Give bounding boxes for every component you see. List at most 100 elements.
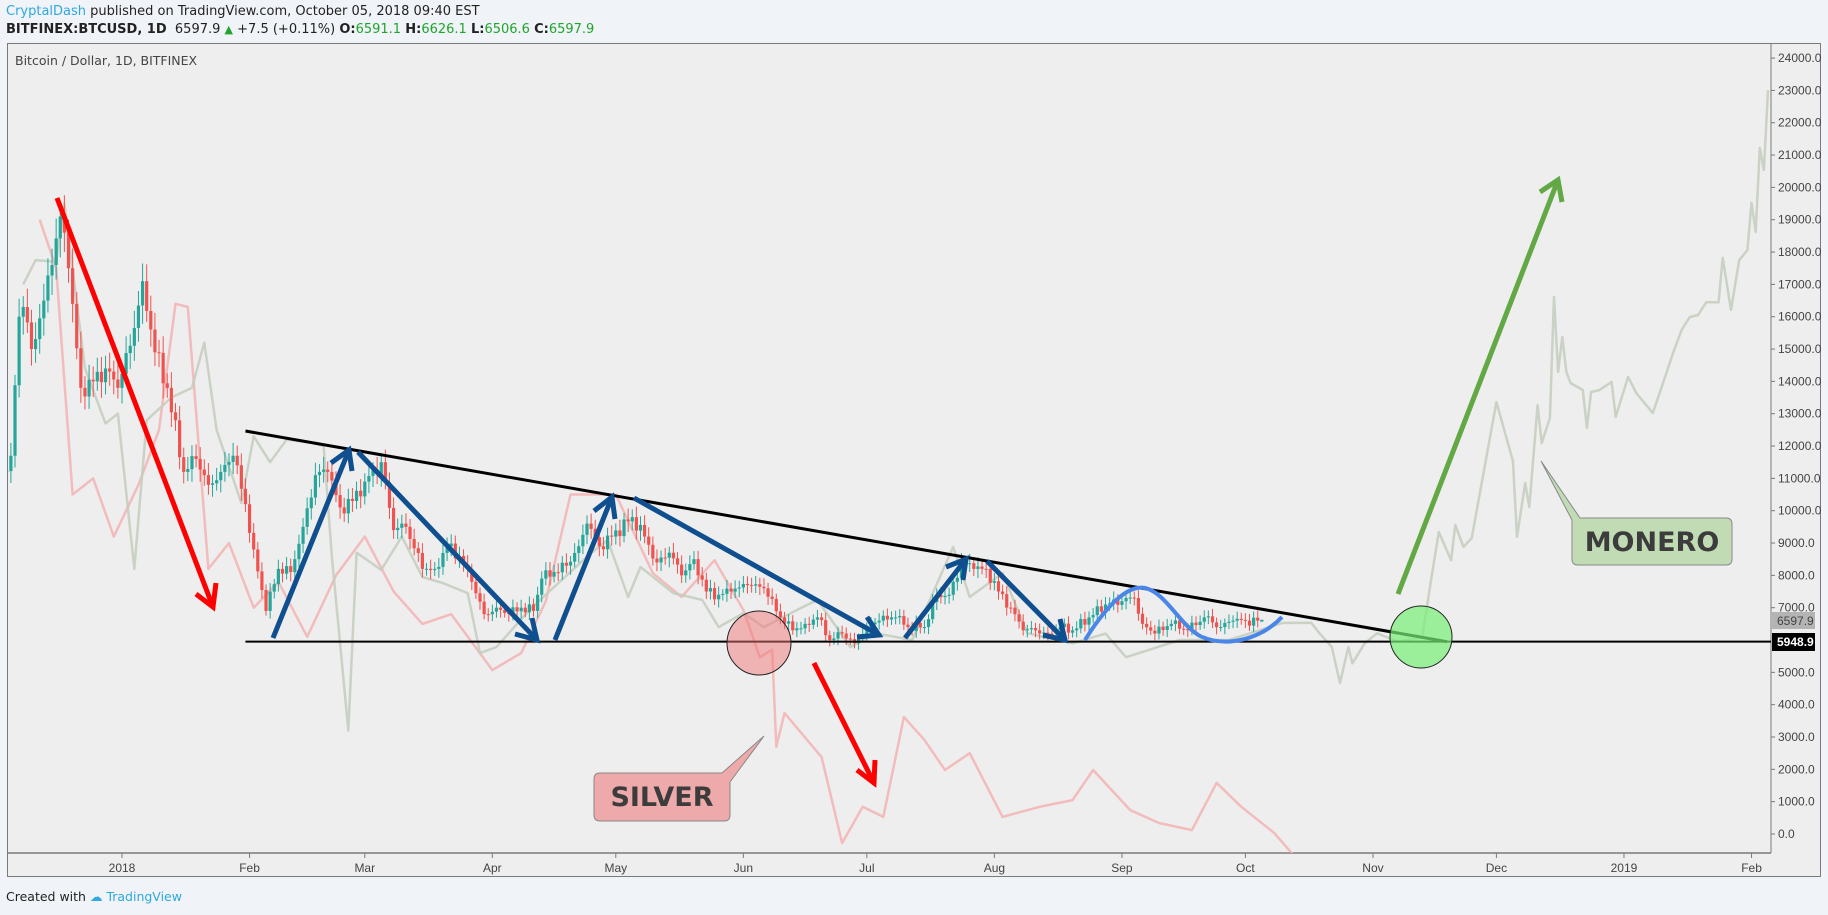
btc-candles xyxy=(8,195,1264,650)
candle-body xyxy=(285,566,289,574)
candle-body xyxy=(301,526,305,544)
candle-body xyxy=(1066,623,1071,633)
candle-body xyxy=(293,559,297,573)
y-tick-label: 16000.0 xyxy=(1778,310,1822,324)
candle-body xyxy=(1206,616,1210,618)
candle-body xyxy=(1198,621,1202,626)
candle-body xyxy=(264,589,268,611)
author-link[interactable]: CryptalDash xyxy=(6,4,87,19)
candle-body xyxy=(120,373,124,388)
candle-body xyxy=(1177,620,1182,629)
candle-body xyxy=(688,564,692,571)
candle-body xyxy=(33,339,38,350)
candle-body xyxy=(1145,623,1149,628)
candle-body xyxy=(1033,628,1038,631)
high-label: H: xyxy=(405,22,422,37)
candle-body xyxy=(556,572,560,574)
candle-body xyxy=(13,385,17,456)
candle-body xyxy=(1182,628,1186,630)
candle-body xyxy=(717,594,721,600)
candle-body xyxy=(116,379,120,388)
candle-body xyxy=(906,624,910,628)
y-tick-label: 1000.0 xyxy=(1778,795,1815,809)
candle-body xyxy=(1202,617,1206,622)
candle-body xyxy=(429,568,433,571)
price-tags: 6597.9 5948.9 xyxy=(1772,612,1815,651)
candle-body xyxy=(898,616,902,618)
candle-body xyxy=(943,595,947,598)
candle-body xyxy=(54,238,58,265)
x-tick-label: Aug xyxy=(984,861,1005,875)
y-axis[interactable]: 24000.0 23000.0 22000.0 21000.0 20000.0 19000… xyxy=(1771,51,1822,841)
candle-body xyxy=(1124,597,1128,602)
tradingview-link[interactable]: TradingView xyxy=(106,889,182,904)
candle-body xyxy=(536,594,540,611)
candle-body xyxy=(1079,618,1083,629)
green-up-arrow xyxy=(1395,175,1565,595)
candle-body xyxy=(996,581,1001,592)
candle-body xyxy=(782,617,787,624)
x-axis[interactable]: 2018 Feb Mar Apr May Jun Jul Aug Sep Oct Nov Dec 201… xyxy=(109,853,1763,875)
candle-body xyxy=(1161,626,1165,631)
candle-body xyxy=(182,457,186,472)
candle-body xyxy=(322,469,326,472)
candle-body xyxy=(1235,618,1239,621)
tradingview-logo-icon: ☁ xyxy=(89,889,103,904)
candle-body xyxy=(721,593,725,595)
candle-body xyxy=(416,548,420,554)
candle-body xyxy=(157,352,161,354)
candle-body xyxy=(112,371,116,380)
candle-body xyxy=(605,535,610,550)
candle-body xyxy=(564,562,569,566)
candle-body xyxy=(696,559,700,576)
candle-body xyxy=(309,497,313,509)
candle-body xyxy=(885,615,889,620)
price-change: +7.5 (+0.11%) xyxy=(237,22,336,37)
candle-body xyxy=(795,628,799,631)
candle-body xyxy=(630,517,634,522)
triangle-up-icon: ▲ xyxy=(224,23,234,36)
candle-body xyxy=(210,483,215,485)
candle-body xyxy=(326,469,330,472)
x-tick-label: Sep xyxy=(1111,861,1133,875)
candle-body xyxy=(272,584,276,592)
symbol-name: BITFINEX:BTCUSD, 1D xyxy=(6,22,167,37)
candle-body xyxy=(589,523,593,529)
publish-text: published on TradingView.com, October 05… xyxy=(90,4,480,19)
candle-body xyxy=(680,564,684,576)
candle-body xyxy=(655,558,659,563)
candle-body xyxy=(404,523,408,527)
candle-body xyxy=(758,584,762,587)
candle-body xyxy=(145,281,149,311)
candle-body xyxy=(671,552,676,559)
candle-body xyxy=(1038,630,1042,634)
candle-body xyxy=(136,305,141,328)
candle-body xyxy=(708,588,713,592)
candle-body xyxy=(243,488,248,505)
created-with-text: Created with xyxy=(6,889,86,904)
candle-body xyxy=(99,371,104,383)
x-tick-label: 2019 xyxy=(1611,861,1638,875)
candle-body xyxy=(280,568,285,574)
candle-body xyxy=(173,412,178,421)
candle-body xyxy=(881,615,885,621)
low-value: 6506.6 xyxy=(484,22,530,37)
candle-body xyxy=(597,537,601,547)
candle-body xyxy=(132,327,136,346)
candle-body xyxy=(396,527,400,531)
candle-body xyxy=(766,588,770,597)
candle-body xyxy=(1025,629,1029,631)
candle-body xyxy=(540,578,544,595)
candle-body xyxy=(198,458,202,470)
candle-body xyxy=(1001,591,1005,595)
candle-body xyxy=(363,481,367,497)
candle-body xyxy=(424,568,429,570)
candle-body xyxy=(42,300,46,319)
candle-body xyxy=(815,617,820,620)
candle-body xyxy=(1099,606,1103,612)
candle-body xyxy=(544,570,548,579)
candle-body xyxy=(289,566,293,573)
candle-body xyxy=(700,575,704,580)
candle-body xyxy=(149,310,153,330)
